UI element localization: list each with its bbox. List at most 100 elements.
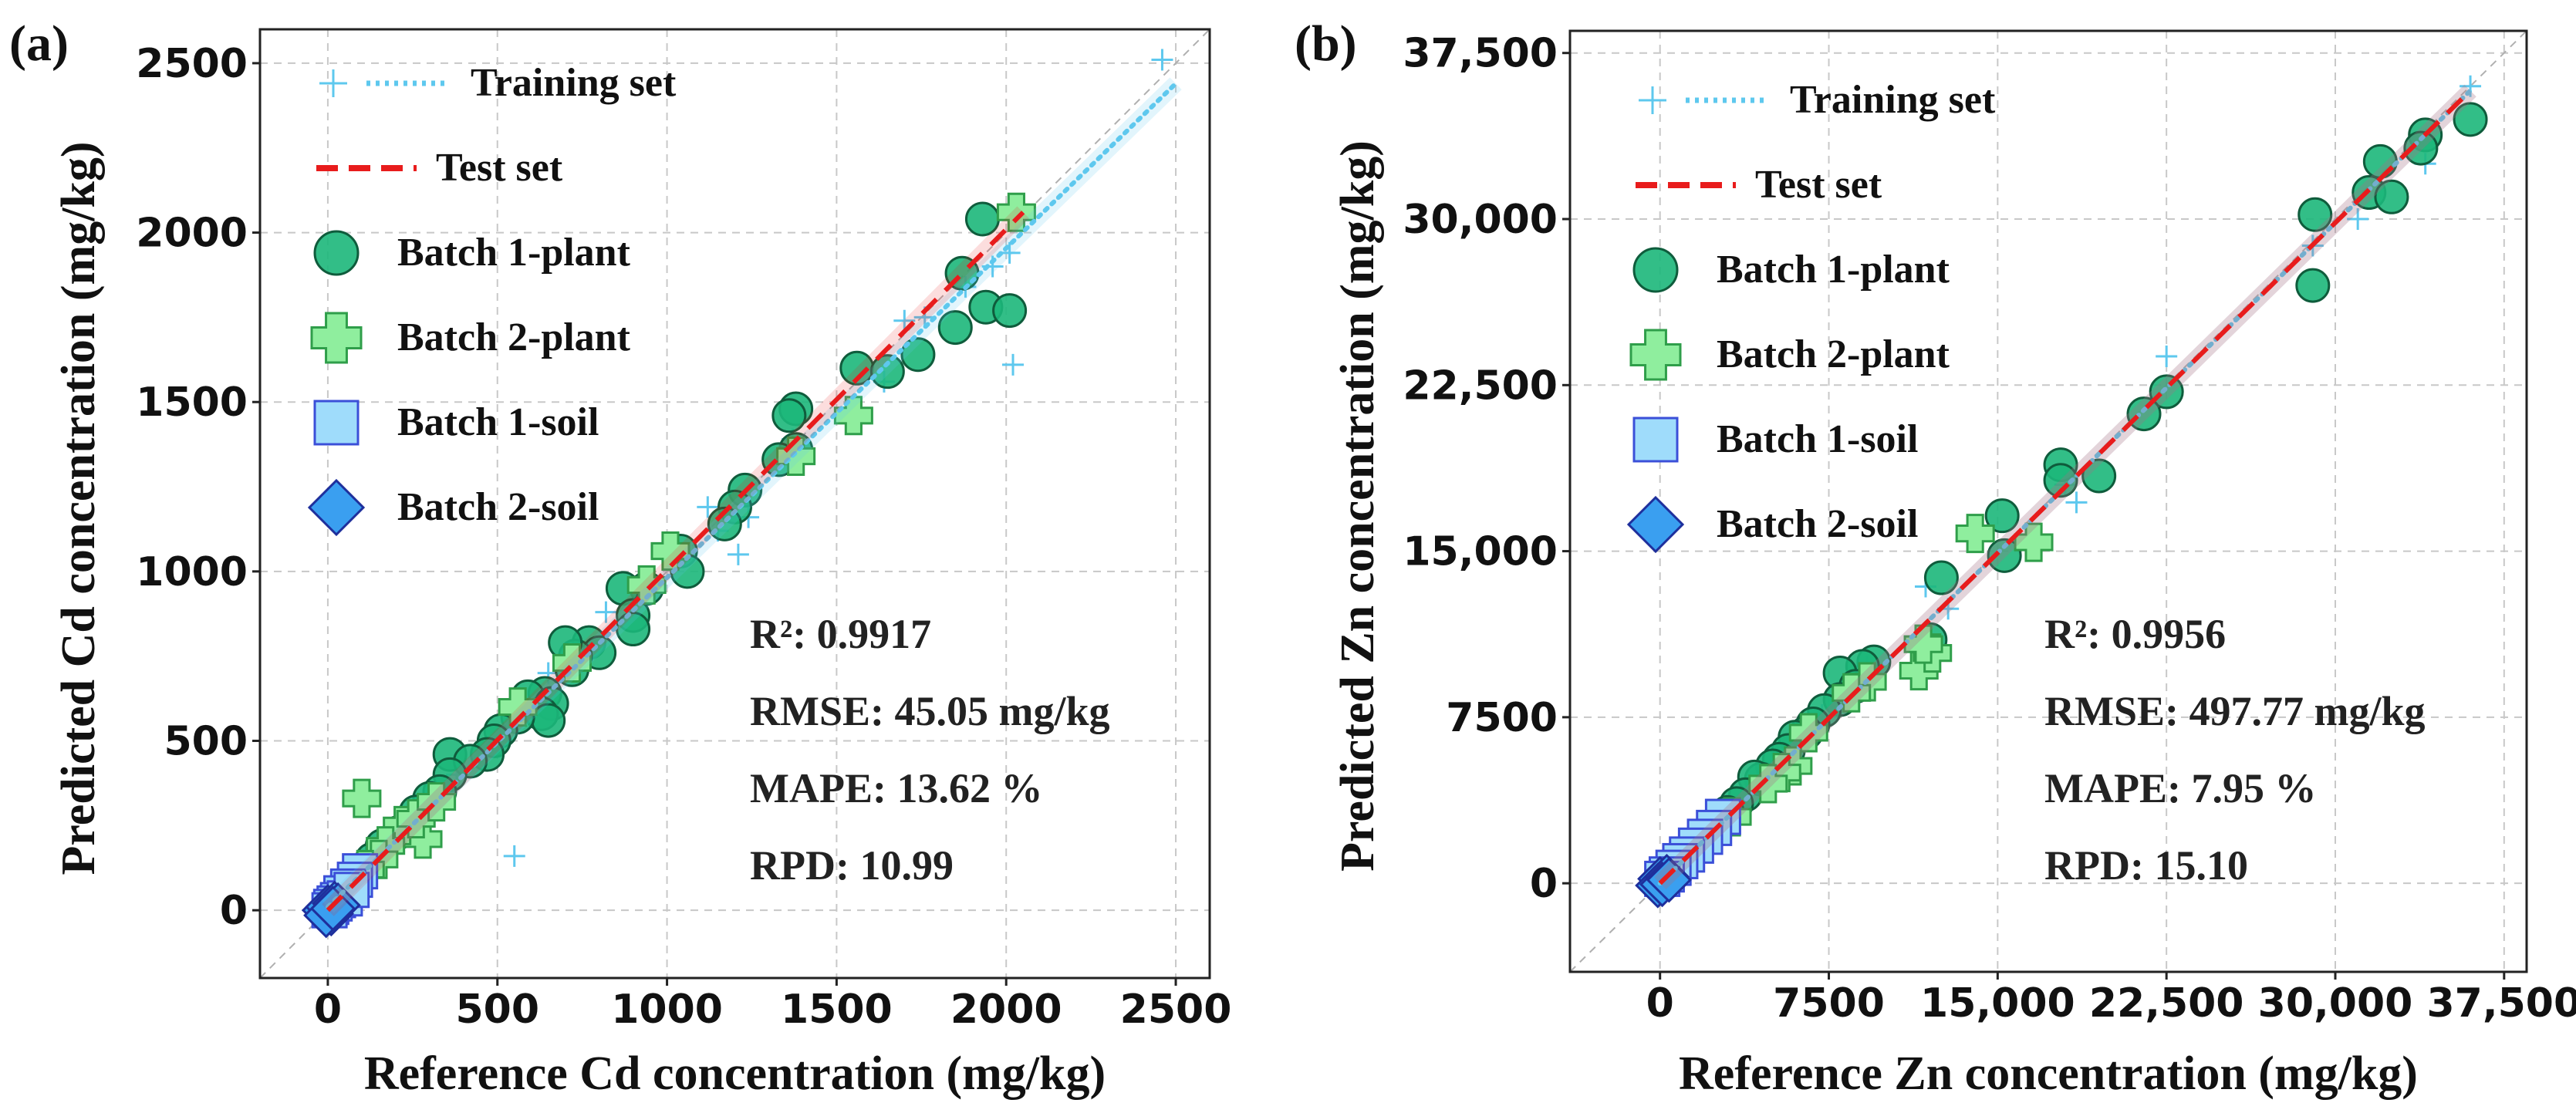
batch1-plant-point [2043, 463, 2078, 498]
batch2-plant-point [1955, 514, 1995, 554]
chart-a-svg: 0 500 1000 1500 2000 2500 0 500 1000 1500 2000 2500… [9, 15, 1232, 1100]
batch2-plant-point [498, 687, 538, 727]
chart-panel-a: 0 500 1000 1500 2000 2500 0 500 1000 1500 2000 2500… [0, 0, 1281, 1113]
training-point [893, 309, 916, 332]
batch2-plant-point [1748, 764, 1788, 804]
batch2-plant-point [1903, 624, 1943, 664]
stat-rpd: RPD: 10.99 [750, 842, 954, 889]
legend-b1s-label: Batch 1-soil [397, 400, 599, 444]
x-tick-label: 2500 [1120, 987, 1232, 1033]
stat-rmse: RMSE: 45.05 mg/kg [750, 688, 1110, 734]
x-tick-label: 1000 [611, 987, 723, 1033]
legend-b2p-marker [1629, 329, 1682, 381]
batch2-soil-point [309, 885, 356, 932]
stat-r2: R²: 0.9956 [2044, 611, 2226, 657]
y-tick-label: 500 [164, 719, 248, 765]
grid [1570, 31, 2527, 972]
y-tick-label: 22,500 [1403, 363, 1558, 409]
batch2-plant-point [342, 778, 382, 818]
training-point [1002, 353, 1025, 376]
batch1-plant-point [900, 337, 936, 373]
grid [260, 29, 1210, 978]
legend-training-label: Training set [471, 61, 677, 105]
batch1-plant-point [2453, 102, 2488, 137]
batch2-plant-point [833, 396, 873, 436]
legend-b2s-marker [1626, 495, 1685, 554]
x-tick-label: 0 [1646, 980, 1674, 1027]
plot-frame [1568, 29, 2528, 973]
legend-b2p-label: Batch 2-plant [1717, 332, 1950, 376]
training-point [697, 496, 719, 518]
legend: Training set Test set Batch 1-plant Batch 2… [307, 61, 677, 537]
training-point [595, 601, 617, 623]
training-point [2065, 491, 2088, 514]
batch1-plant-point [2149, 374, 2184, 410]
x-tick-label: 30,000 [2258, 980, 2413, 1027]
y-tick-label: 2000 [136, 211, 248, 257]
training-point [503, 845, 525, 867]
training-point [2347, 208, 2369, 230]
y-tick-label: 1000 [136, 549, 248, 595]
batch1-plant-point [1923, 560, 1959, 595]
plot-frame [258, 28, 1211, 980]
y-axis-title: Predicted Cd concentration (mg/kg) [52, 141, 105, 875]
data-points [301, 49, 1173, 939]
chart-b-svg: 0 7500 15,000 22,500 30,000 37,500 0 7500 15,000… [1295, 15, 2576, 1100]
batch2-plant-point [776, 437, 816, 476]
x-tick-label: 7500 [1773, 980, 1885, 1027]
x-tick-label: 15,000 [1920, 980, 2075, 1027]
legend-test-label: Test set [436, 146, 563, 190]
y-tick-label: 30,000 [1403, 197, 1558, 243]
batch1-plant-point [992, 293, 1028, 329]
batch1-plant-point [2297, 197, 2333, 232]
legend-training-marker [1639, 86, 1666, 114]
legend-b2p-marker [310, 312, 363, 364]
batch1-plant-point [2374, 179, 2409, 214]
batch2-plant-point [626, 565, 667, 605]
batch1-plant-point [2126, 396, 2162, 432]
test-fit-line [326, 211, 1025, 912]
batch1-plant-point [2081, 458, 2117, 494]
y-axis-title: Predicted Zn concentration (mg/kg) [1332, 140, 1384, 872]
training-point [2156, 345, 2178, 367]
batch1-plant-point [1987, 538, 2022, 573]
x-tick-label: 0 [314, 987, 342, 1033]
stat-rmse: RMSE: 497.77 mg/kg [2044, 688, 2426, 734]
y-tick-label: 37,500 [1403, 31, 1558, 77]
legend-b1p-marker [1632, 247, 1679, 293]
batch1-plant-point [2403, 130, 2439, 166]
legend-b1p-marker [313, 230, 360, 276]
legend-b1p-label: Batch 1-plant [397, 231, 631, 275]
legend-b2s-label: Batch 2-soil [1717, 502, 1918, 546]
batch1-plant-point [869, 354, 905, 390]
stat-rpd: RPD: 15.10 [2044, 842, 2248, 889]
chart-panel-b: 0 7500 15,000 22,500 30,000 37,500 0 7500 15,000… [1281, 0, 2576, 1113]
y-tick-label: 7500 [1446, 695, 1558, 741]
legend-b1s-marker [313, 400, 360, 446]
legend-test-label: Test set [1755, 163, 1882, 207]
batch1-plant-point [771, 398, 807, 433]
batch1-plant-point [937, 310, 973, 346]
x-tick-label: 1500 [781, 987, 893, 1033]
legend-b1p-label: Batch 1-plant [1717, 248, 1950, 292]
training-point [1151, 49, 1173, 71]
stat-r2: R²: 0.9917 [750, 611, 931, 657]
panel-label: (b) [1295, 15, 1357, 72]
x-tick-label: 22,500 [2089, 980, 2244, 1027]
y-tick-label: 1500 [136, 379, 248, 426]
legend-training-marker [319, 69, 347, 97]
batch2-plant-point [1788, 713, 1828, 753]
batch2-plant-point [1832, 673, 1872, 713]
legend-training-label: Training set [1790, 78, 1996, 122]
stat-mape: MAPE: 7.95 % [2044, 765, 2316, 811]
stat-mape: MAPE: 13.62 % [750, 765, 1042, 811]
batch2-soil-point [1646, 857, 1692, 903]
training-point [727, 543, 749, 565]
batch1-plant-point [1984, 498, 2020, 534]
x-axis-title: Reference Cd concentration (mg/kg) [364, 1047, 1106, 1100]
legend-b1s-label: Batch 1-soil [1717, 417, 1918, 461]
legend: Training set Test set Batch 1-plant Batch 2… [1626, 78, 1996, 554]
stats-box: R²: 0.9956 RMSE: 497.77 mg/kg MAPE: 7.95 %… [2044, 611, 2426, 889]
y-tick-label: 2500 [136, 41, 248, 87]
y-tick-label: 0 [220, 888, 248, 934]
